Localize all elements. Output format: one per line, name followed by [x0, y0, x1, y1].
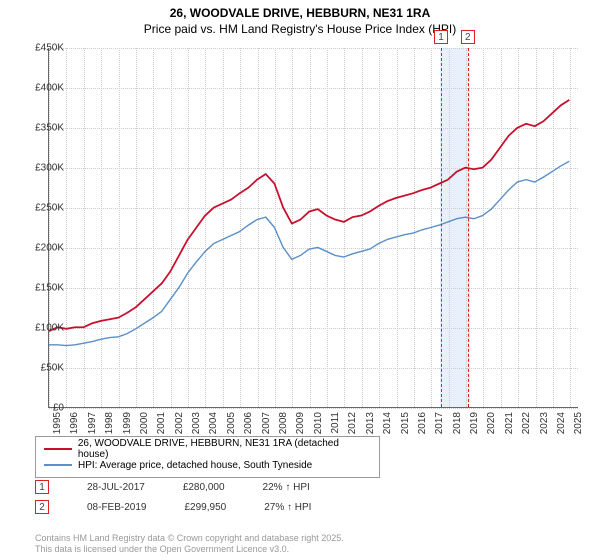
title-line1: 26, WOODVALE DRIVE, HEBBURN, NE31 1RA	[10, 6, 590, 20]
legend-label-1: 26, WOODVALE DRIVE, HEBBURN, NE31 1RA (d…	[78, 438, 371, 460]
marker-row-2: 2 08-FEB-2019 £299,950 27% ↑ HPI	[35, 500, 311, 514]
marker-date-1: 28-JUL-2017	[87, 482, 145, 493]
marker-badge-1: 1	[35, 480, 49, 494]
footer: Contains HM Land Registry data © Crown c…	[35, 533, 344, 556]
legend-row-1: 26, WOODVALE DRIVE, HEBBURN, NE31 1RA (d…	[44, 441, 371, 457]
title-block: 26, WOODVALE DRIVE, HEBBURN, NE31 1RA Pr…	[0, 0, 600, 38]
title-line2: Price paid vs. HM Land Registry's House …	[10, 22, 590, 36]
line-series-svg	[49, 48, 578, 407]
marker-delta-1: 22% ↑ HPI	[263, 482, 310, 493]
footer-line1: Contains HM Land Registry data © Crown c…	[35, 533, 344, 545]
marker-date-2: 08-FEB-2019	[87, 502, 146, 513]
legend-label-2: HPI: Average price, detached house, Sout…	[78, 460, 312, 471]
footer-line2: This data is licensed under the Open Gov…	[35, 544, 344, 556]
legend: 26, WOODVALE DRIVE, HEBBURN, NE31 1RA (d…	[35, 436, 380, 478]
marker-row-1: 1 28-JUL-2017 £280,000 22% ↑ HPI	[35, 480, 310, 494]
legend-swatch-2	[44, 464, 72, 466]
chart-container: 26, WOODVALE DRIVE, HEBBURN, NE31 1RA Pr…	[0, 0, 600, 560]
plot-area: 12	[48, 48, 578, 408]
legend-swatch-1	[44, 448, 72, 450]
marker-delta-2: 27% ↑ HPI	[264, 502, 311, 513]
marker-price-1: £280,000	[183, 482, 225, 493]
marker-price-2: £299,950	[184, 502, 226, 513]
marker-badge-2: 2	[35, 500, 49, 514]
